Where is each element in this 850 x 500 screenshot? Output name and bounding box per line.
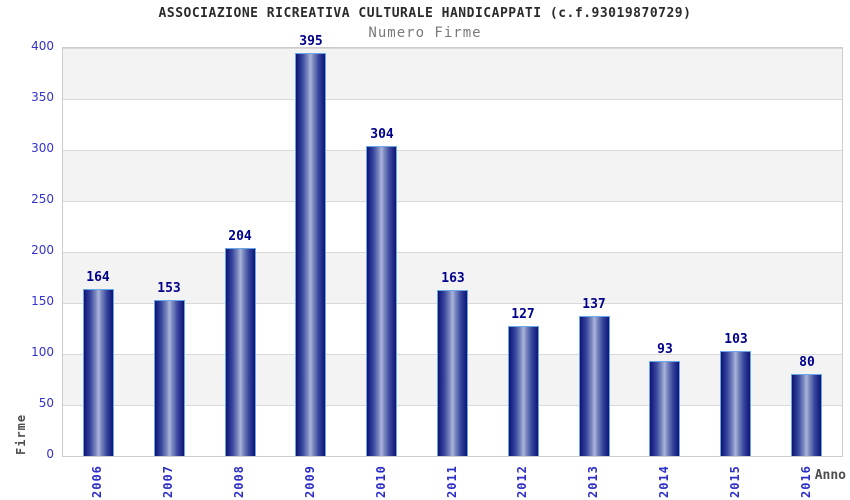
bar-2015 xyxy=(720,351,751,456)
bar-2012 xyxy=(508,326,539,456)
x-category-2011: 2011 xyxy=(445,465,459,498)
y-tick-150: 150 xyxy=(31,294,54,308)
bar-value-2012: 127 xyxy=(511,307,535,322)
bar-value-2011: 163 xyxy=(441,271,465,286)
x-category-2014: 2014 xyxy=(657,465,671,498)
bar-2009 xyxy=(295,53,326,456)
chart-title: ASSOCIAZIONE RICREATIVA CULTURALE HANDIC… xyxy=(158,6,692,21)
bar-2006 xyxy=(83,289,114,456)
bar-2016 xyxy=(791,374,822,456)
y-tick-250: 250 xyxy=(31,192,54,206)
x-category-2006: 2006 xyxy=(90,465,104,498)
x-category-2012: 2012 xyxy=(515,465,529,498)
x-category-2007: 2007 xyxy=(161,465,175,498)
bar-value-2016: 80 xyxy=(799,355,815,370)
bar-value-2010: 304 xyxy=(370,127,394,142)
bar-2011 xyxy=(437,290,468,456)
x-category-2009: 2009 xyxy=(303,465,317,498)
y-tick-350: 350 xyxy=(31,90,54,104)
bar-2008 xyxy=(225,248,256,456)
y-tick-300: 300 xyxy=(31,141,54,155)
bar-value-2014: 93 xyxy=(657,342,673,357)
bar-value-2007: 153 xyxy=(157,281,181,296)
y-tick-50: 50 xyxy=(38,396,54,410)
bar-value-2008: 204 xyxy=(228,229,252,244)
x-category-2016: 2016 xyxy=(799,465,813,498)
bar-2014 xyxy=(649,361,680,456)
x-category-2013: 2013 xyxy=(586,465,600,498)
bar-2007 xyxy=(154,300,185,456)
bar-2013 xyxy=(579,316,610,456)
x-category-2015: 2015 xyxy=(728,465,742,498)
chart-subtitle: Numero Firme xyxy=(368,25,482,41)
bar-value-2015: 103 xyxy=(724,332,748,347)
x-category-2008: 2008 xyxy=(232,465,246,498)
bar-value-2006: 164 xyxy=(86,270,110,285)
plot-area: 164 153 204 395 304 163 127 137 93 103 80 xyxy=(62,34,843,457)
bar-2010 xyxy=(366,146,397,456)
x-category-2010: 2010 xyxy=(374,465,388,498)
bar-value-2013: 137 xyxy=(582,297,606,312)
y-axis-title: Firme xyxy=(14,413,28,455)
y-tick-0: 0 xyxy=(46,447,54,461)
x-axis-title: Anno xyxy=(814,468,846,483)
bar-value-2009: 395 xyxy=(299,34,323,49)
y-tick-200: 200 xyxy=(31,243,54,257)
y-tick-100: 100 xyxy=(31,345,54,359)
y-tick-400: 400 xyxy=(31,39,54,53)
